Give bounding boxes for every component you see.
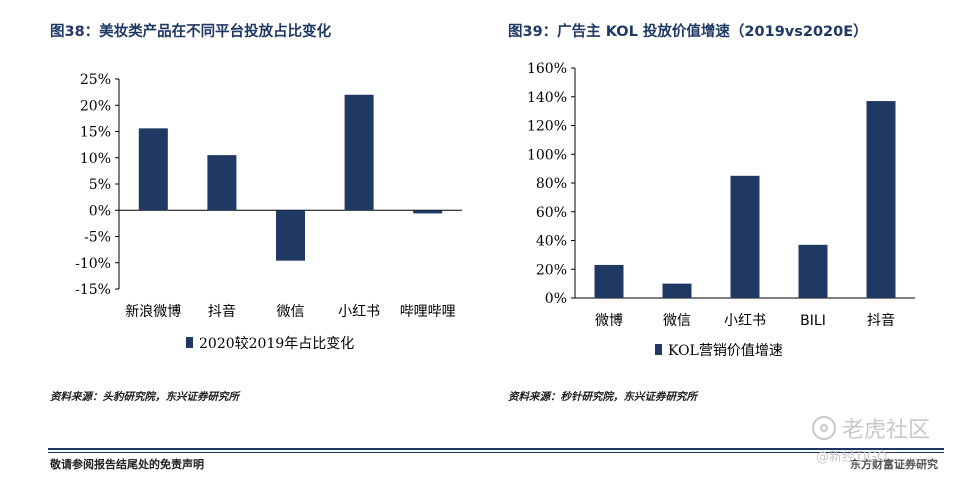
- left-category-label: 抖音: [208, 303, 236, 320]
- left-category-label: 小红书: [338, 304, 380, 320]
- right-y-tick-label: 80%: [536, 176, 567, 192]
- left-y-tick-label: 0%: [89, 203, 111, 219]
- right-category-label: 抖音: [867, 312, 895, 329]
- left-source-note: 资料来源：头豹研究院，东兴证券研究所: [50, 389, 239, 404]
- left-y-tick-label: 20%: [80, 98, 111, 114]
- disclaimer-text: 敬请参阅报告结尾处的免责声明: [50, 456, 204, 472]
- right-category-label: 小红书: [724, 313, 766, 329]
- left-category-label: 微信: [277, 304, 305, 320]
- right-bar: [595, 265, 624, 298]
- footer-divider-thin: [48, 452, 944, 453]
- right-y-tick-label: 60%: [536, 205, 567, 221]
- right-y-tick-label: 0%: [545, 291, 567, 307]
- left-y-tick-label: -10%: [75, 256, 111, 272]
- watermark-sub-text: @新经TIGO: [816, 446, 887, 465]
- right-y-tick-label: 120%: [527, 119, 567, 135]
- right-y-tick-label: 100%: [527, 147, 567, 163]
- right-y-tick-label: 160%: [527, 61, 567, 77]
- right-source-note: 资料来源：秒针研究院，东兴证券研究所: [508, 389, 697, 404]
- right-category-label: BILI: [800, 313, 826, 329]
- left-category-label: 哔哩哔哩: [400, 304, 456, 320]
- left-y-tick-label: -15%: [75, 282, 111, 298]
- right-category-label: 微博: [595, 312, 623, 329]
- watermark-main-text: 老虎社区: [842, 412, 930, 444]
- left-bar: [139, 128, 168, 210]
- left-y-tick-label: 15%: [80, 125, 111, 141]
- right-bar: [867, 101, 896, 298]
- right-bar: [663, 284, 692, 298]
- right-bar: [731, 176, 760, 298]
- right-y-tick-label: 40%: [536, 234, 567, 250]
- watermark-logo-icon: [812, 416, 836, 440]
- left-bar: [345, 95, 374, 211]
- left-y-tick-label: 25%: [80, 72, 111, 88]
- right-bar: [799, 245, 828, 298]
- footer-divider: [48, 448, 944, 450]
- watermark: 老虎社区: [812, 412, 930, 444]
- right-legend-label: KOL营销价值增速: [668, 343, 783, 359]
- left-y-tick-label: 10%: [80, 151, 111, 167]
- right-legend-swatch: [655, 344, 662, 355]
- left-bar: [276, 210, 305, 260]
- left-bar: [413, 210, 442, 213]
- right-y-tick-label: 140%: [527, 90, 567, 106]
- left-bar: [207, 155, 236, 210]
- left-legend-label: 2020较2019年占比变化: [199, 336, 354, 352]
- right-y-tick-label: 20%: [536, 262, 567, 278]
- left-category-label: 新浪微博: [125, 303, 181, 320]
- left-legend-swatch: [186, 337, 193, 348]
- left-y-tick-label: 5%: [89, 177, 111, 193]
- right-category-label: 微信: [663, 313, 691, 329]
- left-y-tick-label: -5%: [84, 230, 111, 246]
